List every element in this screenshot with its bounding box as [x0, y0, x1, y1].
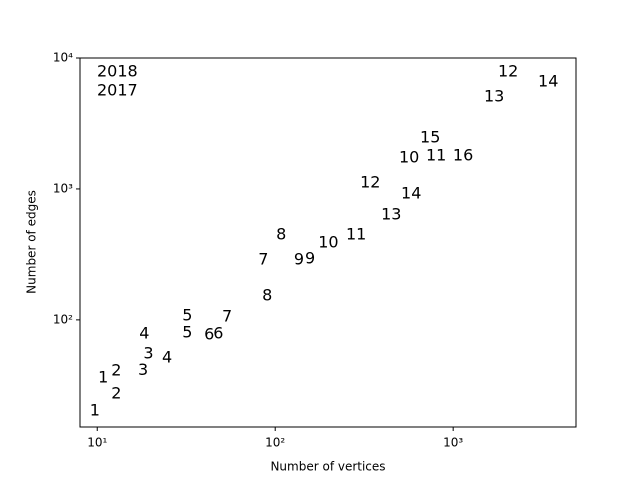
point-label: 10 [399, 147, 419, 166]
y-axis-label: Number of edges [25, 190, 39, 294]
point-label: 12 [360, 173, 380, 192]
point-label: 3 [143, 343, 153, 362]
point-label: 10 [318, 232, 338, 251]
legend-entry: 2018 [97, 62, 138, 81]
point-label: 1 [90, 400, 100, 419]
point-label: 12 [498, 61, 518, 80]
point-label: 4 [162, 347, 172, 366]
point-label: 6 [204, 324, 214, 343]
y-tick-label: 10³ [53, 181, 73, 195]
point-label: 3 [138, 360, 148, 379]
point-label: 9 [305, 248, 315, 267]
point-label: 6 [213, 324, 223, 343]
x-tick-label: 10² [265, 436, 285, 450]
point-label: 8 [262, 286, 272, 305]
x-axis-label: Number of vertices [270, 460, 385, 474]
point-label: 7 [222, 307, 232, 326]
x-tick-label: 10³ [443, 436, 463, 450]
point-label: 11 [426, 145, 446, 164]
point-label: 13 [381, 204, 401, 223]
point-label: 5 [182, 322, 192, 341]
point-label: 14 [538, 71, 558, 90]
legend-entry: 2017 [97, 81, 138, 100]
point-label: 15 [420, 127, 440, 146]
point-label: 2 [111, 360, 121, 379]
point-label: 4 [139, 323, 149, 342]
point-label: 11 [346, 224, 366, 243]
point-label: 2 [111, 383, 121, 402]
point-label: 13 [484, 86, 504, 105]
y-tick-label: 10⁴ [53, 51, 73, 65]
plot-frame [79, 57, 577, 428]
point-label: 8 [276, 224, 286, 243]
point-label: 9 [294, 249, 304, 268]
point-label: 1 [98, 367, 108, 386]
point-label: 16 [453, 145, 473, 164]
point-label: 7 [258, 249, 268, 268]
point-label: 14 [401, 183, 421, 202]
point-label: 5 [182, 306, 192, 325]
y-tick-label: 10² [53, 312, 73, 326]
x-tick-label: 10¹ [87, 436, 107, 450]
